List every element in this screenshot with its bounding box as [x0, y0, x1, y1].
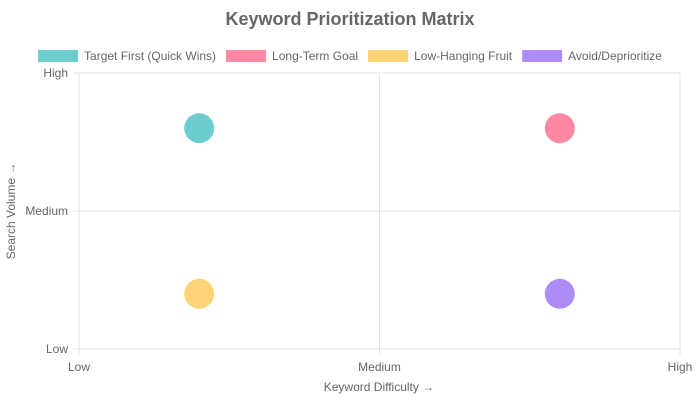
legend-swatch — [368, 50, 409, 62]
data-point-series-0-0[interactable] — [184, 113, 215, 144]
y-axis-title: Search Volume → — [4, 163, 18, 260]
legend-label: Low-Hanging Fruit — [414, 49, 513, 63]
x-tick-label: Low — [68, 360, 90, 374]
legend-item-3[interactable]: Avoid/Deprioritize — [522, 49, 662, 63]
chart-title: Keyword Prioritization Matrix — [225, 9, 474, 29]
x-tick-label: Medium — [358, 360, 401, 374]
grid — [73, 72, 681, 355]
y-tick-label: Medium — [25, 204, 68, 218]
y-tick-label: Low — [46, 342, 68, 356]
data-points — [184, 113, 575, 309]
data-point-series-3-0[interactable] — [544, 278, 575, 309]
y-tick-label: High — [43, 66, 68, 80]
legend[interactable]: Target First (Quick Wins) Long-Term Goal L… — [38, 49, 662, 63]
legend-label: Long-Term Goal — [272, 49, 358, 63]
legend-swatch — [522, 50, 563, 62]
legend-label: Avoid/Deprioritize — [568, 49, 662, 63]
legend-item-2[interactable]: Low-Hanging Fruit — [368, 49, 513, 63]
x-axis-ticks: Low Medium High — [68, 360, 692, 374]
legend-swatch — [226, 50, 267, 62]
data-point-series-2-0[interactable] — [184, 278, 215, 309]
legend-item-0[interactable]: Target First (Quick Wins) — [38, 49, 216, 63]
legend-item-1[interactable]: Long-Term Goal — [226, 49, 358, 63]
data-point-series-1-0[interactable] — [544, 113, 575, 144]
legend-label: Target First (Quick Wins) — [84, 49, 216, 63]
y-axis-ticks: Low Medium High — [25, 66, 68, 356]
legend-swatch — [38, 50, 79, 62]
x-tick-label: High — [668, 360, 693, 374]
x-axis-title: Keyword Difficulty → — [324, 380, 434, 394]
